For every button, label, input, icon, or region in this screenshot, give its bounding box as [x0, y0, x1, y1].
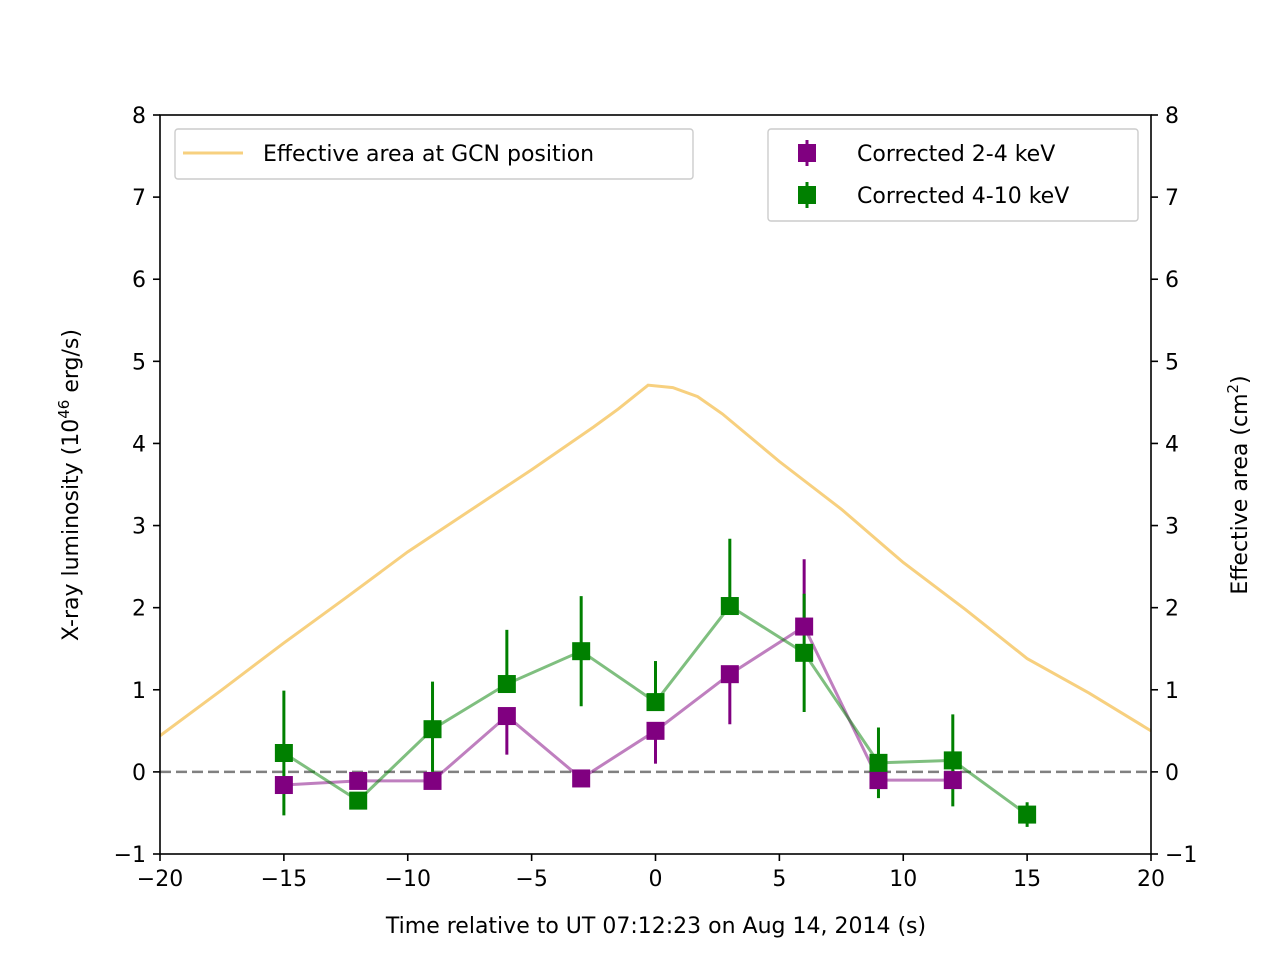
series-4-10kev-point — [720, 597, 739, 616]
x-axis: −20 −15 −10 −5 0 5 10 15 20 — [137, 854, 1165, 892]
x-tick-label: −20 — [137, 867, 183, 892]
series-2-4kev-point — [646, 721, 665, 740]
series-4-10kev-point — [943, 751, 962, 770]
x-tick-label: −10 — [385, 867, 431, 892]
legend-right-box — [767, 128, 1139, 222]
legend-2-4kev-marker — [798, 144, 816, 162]
y-tick-label-right: 5 — [1165, 350, 1179, 375]
y-axis-label-left-pre: X-ray luminosity (10 — [59, 419, 84, 641]
series-2-4kev-point — [274, 776, 293, 795]
y-axis-right: −1 0 1 2 3 4 5 6 7 8 — [1151, 104, 1197, 868]
legend-effective-area-label: Effective area at GCN position — [263, 142, 594, 167]
y-tick-label-right: −1 — [1165, 843, 1197, 868]
y-axis-left: −1 0 1 2 3 4 5 6 7 8 — [114, 104, 160, 868]
y-tick-label-right: 8 — [1165, 104, 1179, 129]
legend-4-10kev-label: Corrected 4-10 keV — [857, 184, 1069, 209]
y-tick-label-right: 6 — [1165, 268, 1179, 293]
series-2-4kev-point — [423, 771, 442, 790]
y-axis-label-right-pre: Effective area (cm — [1228, 394, 1253, 595]
series-2-4kev-point — [795, 617, 814, 636]
x-tick-label: 20 — [1137, 867, 1165, 892]
x-tick-label: −5 — [515, 867, 547, 892]
series-2-4kev-point — [497, 707, 516, 726]
series-2-4kev-point — [720, 665, 739, 684]
y-tick-label-left: 1 — [132, 679, 146, 704]
y-tick-label-left: 3 — [132, 515, 146, 540]
y-tick-label-left: 0 — [132, 761, 146, 786]
series-4-10kev-point — [1018, 805, 1037, 824]
series-4-10kev-point — [869, 753, 888, 772]
y-tick-label-left: 8 — [132, 104, 146, 129]
y-axis-label-right-sup: 2 — [1224, 384, 1242, 394]
y-axis-label-left: X-ray luminosity (1046 erg/s) — [55, 329, 84, 641]
series-2-4kev-point — [349, 771, 368, 790]
legend-right: Corrected 2-4 keV Corrected 4-10 keV — [767, 128, 1139, 222]
effective-area-line — [160, 383, 1151, 737]
x-tick-label: 10 — [889, 867, 917, 892]
y-axis-label-left-sup: 46 — [55, 400, 73, 419]
plot-area — [160, 383, 1151, 827]
y-tick-label-right: 1 — [1165, 679, 1179, 704]
y-tick-label-left: 5 — [132, 350, 146, 375]
x-tick-label: −15 — [261, 867, 307, 892]
series-2-4kev-point — [943, 771, 962, 790]
y-tick-label-right: 4 — [1165, 432, 1179, 457]
y-tick-label-left: 4 — [132, 432, 146, 457]
y-tick-label-left: 6 — [132, 268, 146, 293]
series-4-10kev-point — [274, 744, 293, 763]
series-4-10kev-point — [423, 720, 442, 739]
series-4-10kev-point — [497, 675, 516, 694]
legend-4-10kev-marker — [798, 186, 816, 204]
y-tick-label-left: 7 — [132, 186, 146, 211]
y-tick-label-right: 3 — [1165, 515, 1179, 540]
x-tick-label: 5 — [772, 867, 786, 892]
y-axis-label-left-post: erg/s) — [59, 329, 84, 400]
series-4-10kev-point — [646, 693, 665, 712]
y-axis-label-right-post: ) — [1228, 375, 1253, 384]
y-axis-label-right: Effective area (cm2) — [1224, 375, 1253, 594]
series-2-4kev-point — [869, 771, 888, 790]
y-tick-label-right: 2 — [1165, 597, 1179, 622]
y-tick-label-left: −1 — [114, 843, 146, 868]
legend-left: Effective area at GCN position — [174, 128, 694, 180]
y-tick-label-right: 7 — [1165, 186, 1179, 211]
y-tick-label-left: 2 — [132, 597, 146, 622]
y-tick-label-right: 0 — [1165, 761, 1179, 786]
series-4-10kev-point — [572, 642, 591, 661]
series-2-4kev-line — [283, 624, 953, 787]
series-4-10kev-point — [795, 643, 814, 662]
x-axis-label: Time relative to UT 07:12:23 on Aug 14, … — [385, 914, 926, 939]
legend-2-4kev-label: Corrected 2-4 keV — [857, 142, 1055, 167]
legend-left-box — [174, 128, 694, 180]
series-4-10kev-point — [349, 791, 368, 810]
series-2-4kev-point — [572, 769, 591, 788]
x-tick-label: 0 — [649, 867, 663, 892]
x-tick-label: 15 — [1013, 867, 1041, 892]
